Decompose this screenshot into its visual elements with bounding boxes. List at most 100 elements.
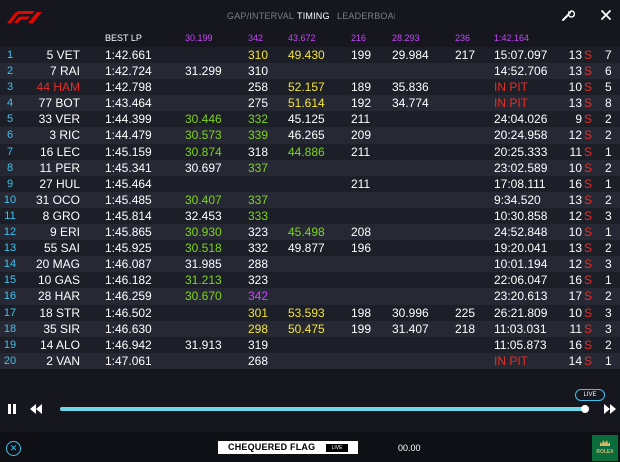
driver-name: 5 VET — [46, 48, 80, 62]
driver-name: 11 PER — [39, 160, 80, 175]
speed-trap2: 192 — [351, 96, 372, 111]
sector1-time: 32.453 — [185, 208, 222, 223]
sector2-time: 52.157 — [288, 80, 325, 95]
table-row[interactable]: 6 3 RIC 1:44.479 30.573 339 46.265 209 20:24.95… — [0, 127, 620, 144]
lap-number: 13 — [568, 64, 582, 79]
stint-count: 2 — [605, 241, 612, 256]
speed-trap2: 198 — [351, 305, 372, 320]
f1-logo-icon[interactable] — [5, 9, 45, 25]
speed-trap1: 258 — [248, 80, 269, 95]
driver-name: 8 GRO — [42, 208, 80, 223]
wrench-icon[interactable] — [561, 8, 575, 22]
sector3-time: 34.774 — [392, 96, 429, 111]
position: 2 — [6, 65, 14, 78]
close-icon[interactable] — [599, 8, 613, 22]
sector2-time: 44.886 — [288, 144, 325, 159]
best-lap: 1:46.630 — [105, 321, 152, 336]
speed-trap2: 199 — [351, 48, 372, 62]
position: 11 — [4, 209, 16, 222]
table-row[interactable]: 7 16 LEC 1:45.159 30.874 318 44.886 211 20:25.3… — [0, 143, 620, 160]
sector1-time: 30.697 — [185, 160, 222, 175]
table-row[interactable]: 20 2 VAN 1:47.061 268 IN PIT 14 S 1 — [0, 352, 620, 369]
stint-count: 8 — [605, 96, 612, 111]
table-row[interactable]: 17 18 STR 1:46.502 301 53.593 198 30.996 225 26:… — [0, 304, 620, 321]
stint-count: 2 — [605, 128, 612, 143]
table-row[interactable]: 16 28 HAR 1:46.259 30.670 342 23:20.613 17 S 2 — [0, 288, 620, 305]
table-row[interactable]: 18 35 SIR 1:46.630 298 50.475 199 31.407 218 11:… — [0, 320, 620, 337]
exit-icon[interactable]: ✕ — [6, 441, 21, 456]
speed-trap1: 323 — [248, 273, 269, 288]
speed-trap1: 339 — [248, 128, 269, 143]
table-row[interactable]: 19 14 ALO 1:46.942 31.913 319 11:05.873 16 S 2 — [0, 336, 620, 353]
lap-number: 17 — [568, 289, 582, 304]
sector3-time: 30.996 — [392, 305, 429, 320]
table-row[interactable]: 13 55 SAI 1:45.925 30.518 332 49.877 196 19:20.… — [0, 240, 620, 257]
sector2-time: 45.498 — [288, 225, 325, 240]
table-row[interactable]: 1 5 VET 1:42.661 310 49.430 199 29.984 217 15:07… — [0, 47, 620, 64]
speed-trap1: 337 — [248, 160, 269, 175]
header-last-lap-best: 1:42.164 — [494, 33, 530, 43]
pause-icon[interactable] — [7, 404, 17, 414]
table-row[interactable]: 3 44 HAM 1:42.798 258 52.157 189 35.836 IN PIT 1… — [0, 79, 620, 96]
table-row[interactable]: 11 8 GRO 1:45.814 32.453 333 10:30.858 12 S 3 — [0, 207, 620, 225]
table-row[interactable]: 8 11 PER 1:45.341 30.697 337 23:02.589 10 S 2 — [0, 159, 620, 176]
lap-number: 16 — [568, 176, 582, 191]
lap-number: 10 — [568, 160, 582, 175]
speed-trap2: 199 — [351, 321, 372, 336]
table-row[interactable]: 5 33 VER 1:44.399 30.446 332 45.125 211 24:04.0… — [0, 111, 620, 128]
position: 1 — [6, 49, 14, 61]
table-row[interactable]: 10 31 OCO 1:45.485 30.407 337 9:34.520 13 S 2 — [0, 191, 620, 208]
sector3-time: 29.984 — [392, 48, 429, 62]
lap-number: 16 — [568, 337, 582, 352]
position: 9 — [6, 177, 14, 190]
last-lap: IN PIT — [494, 80, 529, 95]
playback-progress-track[interactable] — [60, 407, 590, 411]
stint-count: 2 — [605, 289, 612, 304]
best-lap: 1:46.182 — [105, 273, 152, 288]
playback-scrubber-handle[interactable] — [580, 405, 589, 413]
tyre-compound: S — [584, 321, 593, 336]
table-row[interactable]: 15 10 GAS 1:46.182 31.213 323 22:06.047 16 S 1 — [0, 272, 620, 289]
live-button[interactable]: LIVE — [575, 389, 605, 401]
speed-trap3: 217 — [455, 48, 476, 62]
stint-count: 3 — [605, 208, 612, 223]
tab-gap-interval[interactable]: GAP/INTERVAL — [227, 11, 295, 21]
tab-timing[interactable]: TIMING — [297, 11, 330, 21]
speed-trap1: 333 — [248, 208, 269, 223]
stint-count: 6 — [605, 64, 612, 79]
driver-name: 16 LEC — [39, 144, 80, 159]
sector1-time: 31.213 — [185, 273, 222, 288]
table-row[interactable]: 9 27 HUL 1:45.464 211 17:08.111 16 S 1 — [0, 175, 620, 192]
track-status-label: CHEQUERED FLAG — [228, 442, 316, 452]
tyre-compound: S — [584, 112, 593, 127]
lap-number: 13 — [568, 192, 582, 207]
table-row[interactable]: 14 20 MAG 1:46.087 31.985 288 10:01.194 12 S 3 — [0, 256, 620, 273]
driver-name: 20 MAG — [35, 257, 80, 272]
lap-number: 12 — [568, 257, 582, 272]
tyre-compound: S — [584, 289, 593, 304]
sector2-time: 49.430 — [288, 48, 325, 62]
sector1-time: 30.446 — [185, 112, 222, 127]
tyre-compound: S — [584, 353, 593, 368]
sector1-time: 30.874 — [185, 144, 222, 159]
lap-number: 10 — [568, 305, 582, 320]
table-row[interactable]: 12 9 ERI 1:45.865 30.930 323 45.498 208 24:52.8… — [0, 224, 620, 241]
rewind-icon[interactable] — [30, 404, 42, 414]
table-row[interactable]: 2 7 RAI 1:42.724 31.299 310 14:52.706 13 S 6 — [0, 63, 620, 80]
last-lap: 17:08.111 — [494, 176, 546, 191]
speed-trap1: 323 — [248, 225, 269, 240]
table-row[interactable]: 4 77 BOT 1:43.464 275 51.614 192 34.774 IN PIT 1… — [0, 95, 620, 112]
fast-forward-icon[interactable] — [604, 404, 616, 414]
sector1-time: 30.670 — [185, 289, 222, 304]
sector2-time: 45.125 — [288, 112, 325, 127]
driver-name: 33 VER — [38, 112, 80, 127]
stint-count: 2 — [605, 192, 612, 207]
tab-leaderboard[interactable]: LEADERBOARD — [337, 11, 395, 21]
driver-name: 77 BOT — [38, 96, 80, 111]
speed-trap1: 342 — [248, 289, 269, 304]
position: 16 — [3, 290, 17, 303]
best-lap: 1:43.464 — [105, 96, 152, 111]
sector1-time: 31.913 — [185, 337, 222, 352]
driver-name: 55 SAI — [43, 241, 80, 256]
tyre-compound: S — [584, 225, 593, 240]
